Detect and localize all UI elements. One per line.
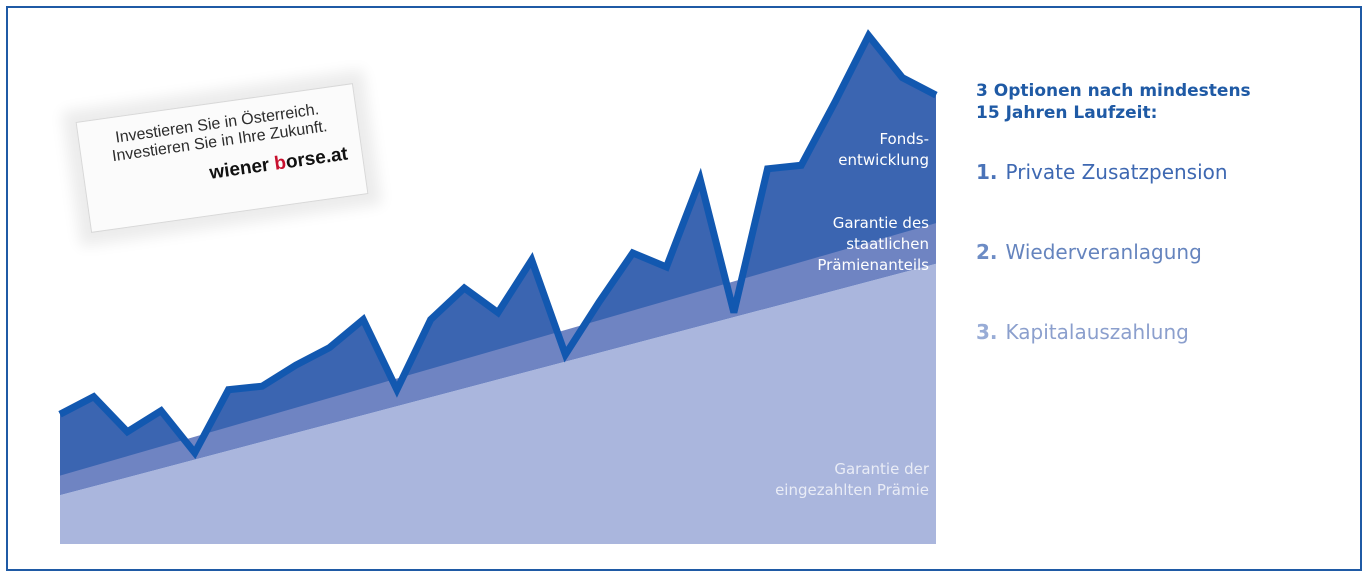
fund-development-line — [58, 29, 938, 460]
fonds-label: Fonds- entwicklung — [838, 129, 929, 171]
state-guarantee-label: Garantie des staatlichen Prämienanteils — [817, 213, 929, 276]
option-3: 3. Kapitalauszahlung — [976, 320, 1189, 344]
logo-main: wiener — [208, 154, 271, 184]
premium-guarantee-area — [60, 263, 936, 544]
state-guarantee-area — [60, 223, 936, 495]
option-3-label: Kapitalauszahlung — [1005, 320, 1189, 344]
premium-label-line-1: Garantie der — [834, 460, 929, 478]
option-3-number: 3. — [976, 320, 998, 344]
option-1-label: Private Zusatzpension — [1005, 160, 1228, 184]
options-title-line-2: 15 Jahren Laufzeit: — [976, 103, 1158, 123]
option-1-number: 1. — [976, 160, 998, 184]
option-2: 2. Wiederveranlagung — [976, 240, 1202, 264]
fonds-label-line-2: entwicklung — [838, 151, 929, 169]
chart — [58, 29, 938, 545]
state-label-line-1: Garantie des — [832, 214, 929, 232]
fonds-label-line-1: Fonds- — [879, 130, 929, 148]
logo-rest: orse.at — [284, 143, 350, 174]
option-1: 1. Private Zusatzpension — [976, 160, 1228, 184]
option-2-number: 2. — [976, 240, 998, 264]
state-label-line-2: staatlichen — [846, 235, 929, 253]
premium-label-line-2: eingezahlten Prämie — [775, 481, 929, 499]
state-label-line-3: Prämienanteils — [817, 256, 929, 274]
premium-guarantee-label: Garantie der eingezahlten Prämie — [775, 459, 929, 501]
option-2-label: Wiederveranlagung — [1005, 240, 1202, 264]
frame: Investieren Sie in Österreich. Investier… — [6, 6, 1362, 571]
options-title-line-1: 3 Optionen nach mindestens — [976, 81, 1251, 101]
options-panel: 3 Optionen nach mindestens 15 Jahren Lau… — [976, 80, 1336, 344]
